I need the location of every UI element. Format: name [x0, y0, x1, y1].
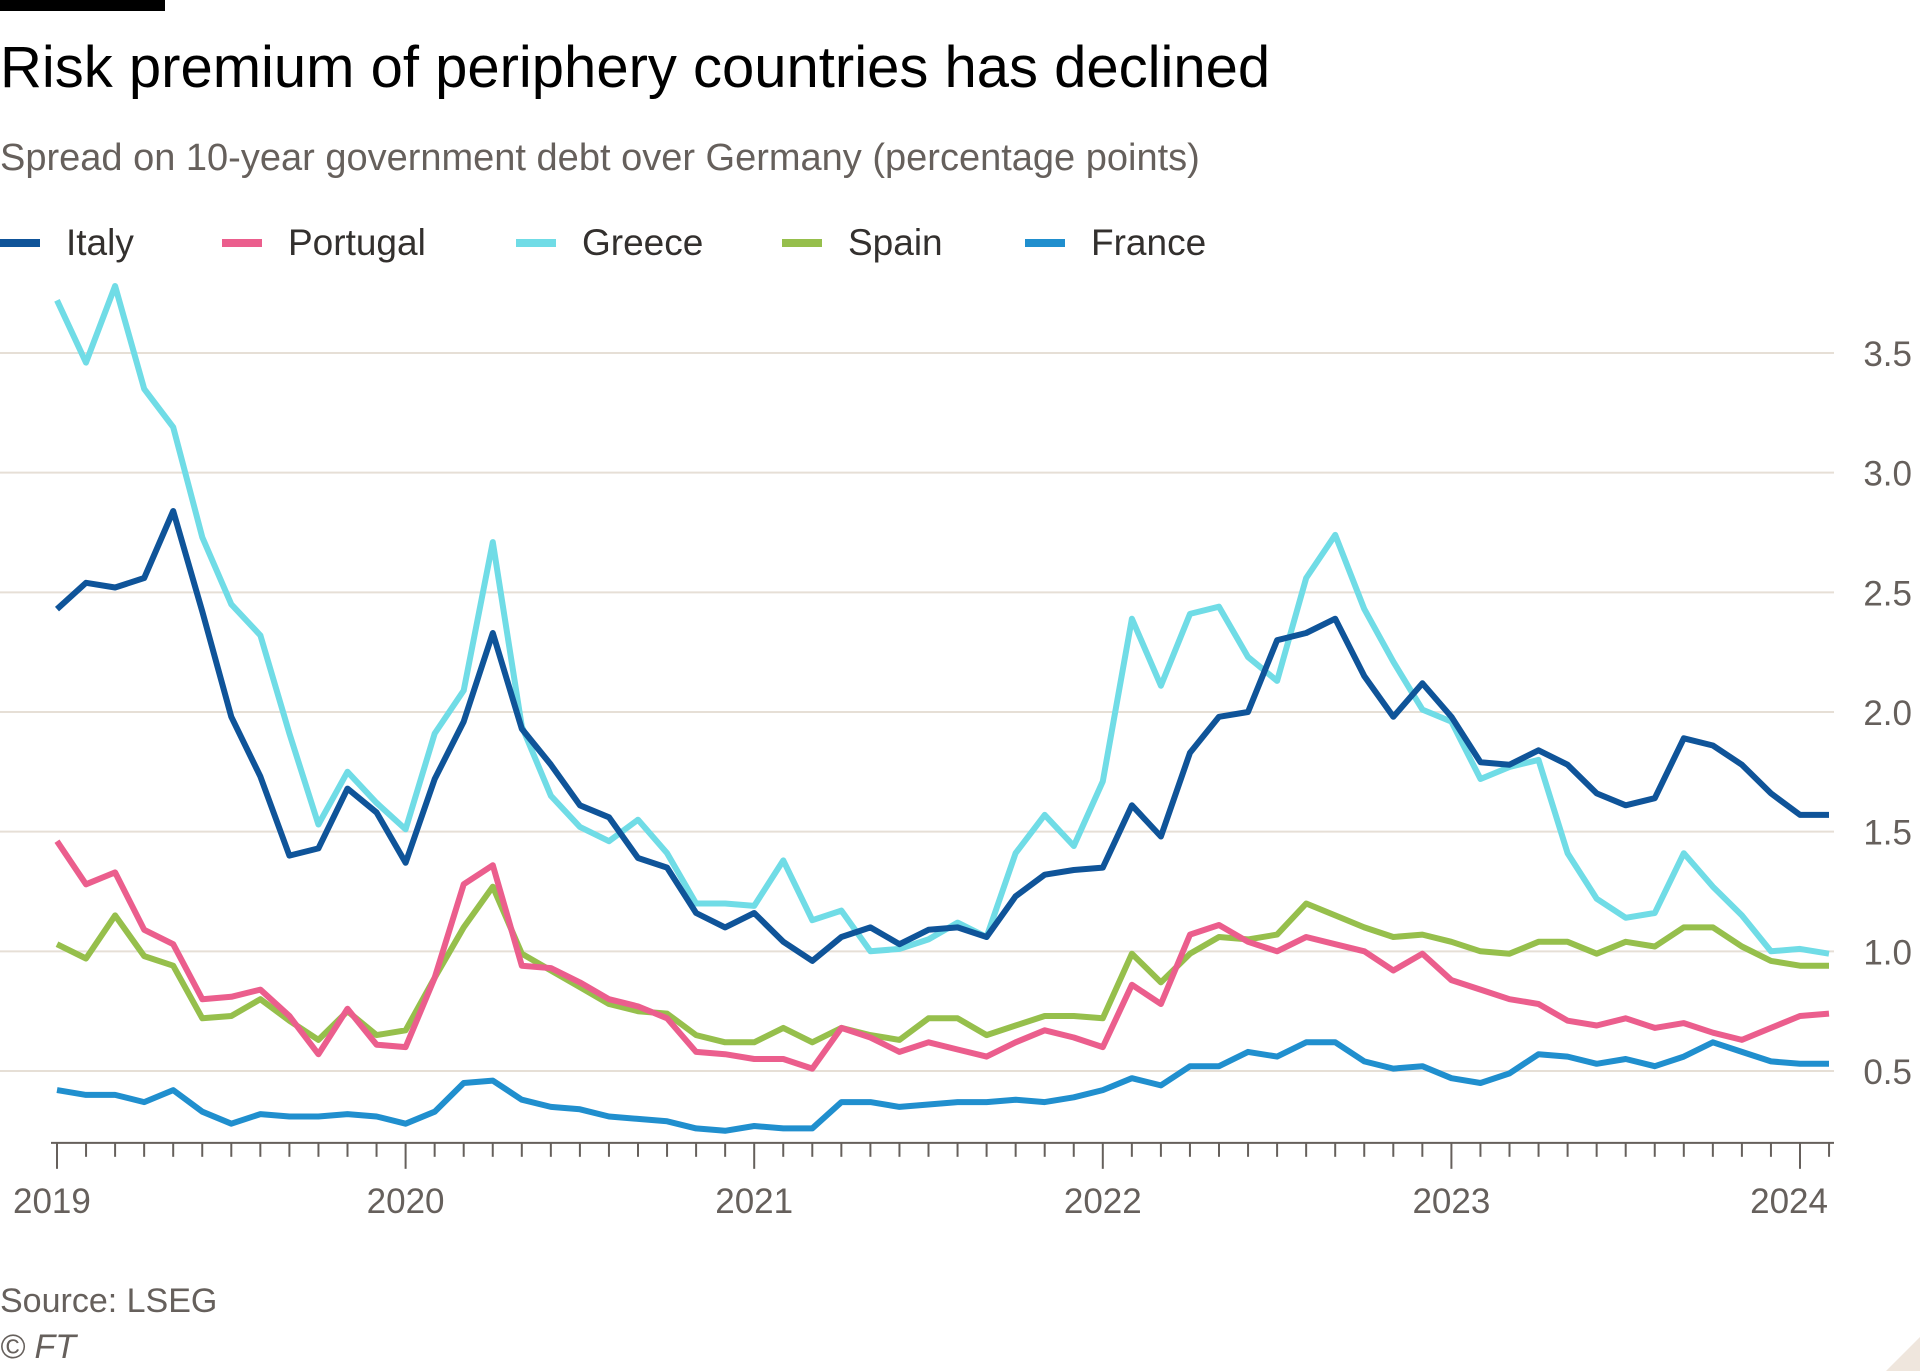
x-tick-label: 2022 [1064, 1182, 1142, 1221]
series-line-italy [54, 508, 1829, 964]
legend-swatch-spain [782, 239, 822, 247]
gridlines [0, 352, 1834, 1072]
axis-labels: 0.5 1.0 1.5 2.0 2.5 3.0 3.5 2019 2020 2021 2022 202… [13, 335, 1912, 1221]
legend-swatch-italy [0, 239, 40, 247]
line-chart: 0.5 1.0 1.5 2.0 2.5 3.0 3.5 2019 2020 2021 2022 202… [0, 283, 1912, 1221]
x-tick-label: 2024 [1750, 1182, 1828, 1221]
y-tick-label: 3.5 [1863, 335, 1912, 374]
y-tick-label: 1.5 [1863, 814, 1912, 853]
y-tick-label: 2.5 [1863, 574, 1912, 613]
y-tick-label: 3.0 [1863, 455, 1912, 494]
legend-swatch-portugal [222, 239, 262, 247]
legend-label-italy: Italy [66, 222, 134, 263]
series-lines [54, 283, 1830, 1134]
y-tick-label: 0.5 [1863, 1053, 1912, 1092]
x-tick-label: 2020 [367, 1182, 445, 1221]
chart-title: Risk premium of periphery countries has … [0, 35, 1271, 100]
y-tick-label: 1.0 [1863, 933, 1912, 972]
x-tick-label: 2019 [13, 1182, 91, 1221]
legend-swatch-greece [516, 239, 556, 247]
legend-label-france: France [1091, 222, 1207, 263]
y-tick-label: 2.0 [1863, 694, 1912, 733]
brand-bar [0, 0, 165, 11]
copyright-note: © FT [0, 1328, 77, 1366]
legend-label-portugal: Portugal [288, 222, 426, 263]
series-line-france [56, 1039, 1829, 1134]
source-note: Source: LSEG [0, 1282, 218, 1320]
legend-label-greece: Greece [582, 222, 704, 263]
legend-swatch-france [1025, 239, 1065, 247]
corner-fold-icon [1886, 1337, 1920, 1371]
x-tick-label: 2023 [1412, 1182, 1490, 1221]
chart-subtitle: Spread on 10-year government debt over G… [0, 137, 1200, 179]
series-line-portugal [54, 839, 1830, 1072]
series-line-greece [54, 283, 1830, 957]
x-axis [51, 1141, 1834, 1169]
legend-label-spain: Spain [848, 222, 943, 263]
x-tick-label: 2021 [715, 1182, 793, 1221]
